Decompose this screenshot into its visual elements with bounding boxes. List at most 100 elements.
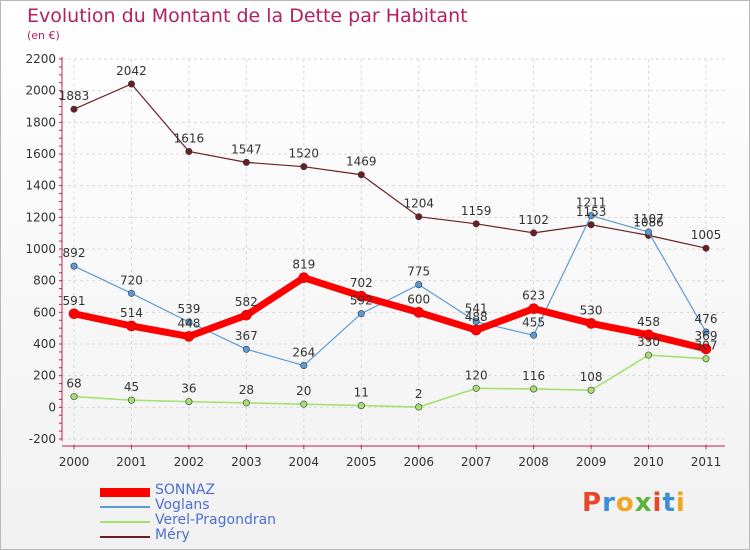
data-label: 476 <box>695 312 718 326</box>
y-tick-label: 600 <box>33 305 56 319</box>
data-label: 307 <box>695 339 718 353</box>
data-label: 116 <box>522 369 545 383</box>
data-label: 1005 <box>691 228 722 242</box>
y-tick-label: -200 <box>29 432 56 446</box>
data-label: 20 <box>296 384 311 398</box>
data-label: 11 <box>354 386 369 400</box>
data-label: 1211 <box>576 196 607 210</box>
x-tick-label: 2005 <box>346 455 377 469</box>
data-label: 455 <box>522 315 545 329</box>
data-point <box>530 229 538 237</box>
legend-label: SONNAZ <box>155 482 216 498</box>
data-label: 819 <box>292 258 315 272</box>
data-label: 1086 <box>633 215 664 229</box>
data-label: 367 <box>235 329 258 343</box>
data-label: 1547 <box>231 142 262 156</box>
data-label: 582 <box>235 295 258 309</box>
data-point <box>587 212 595 220</box>
data-point <box>242 158 250 166</box>
y-tick-label: 200 <box>33 369 56 383</box>
data-label: 488 <box>465 310 488 324</box>
data-label: 720 <box>120 273 143 287</box>
data-label: 539 <box>177 302 200 316</box>
x-tick-label: 2001 <box>116 455 147 469</box>
data-label: 2 <box>415 387 423 401</box>
data-point <box>587 386 595 394</box>
data-label: 369 <box>695 329 718 343</box>
data-point <box>700 343 712 355</box>
data-point <box>357 310 365 318</box>
x-tick-label: 2000 <box>59 455 90 469</box>
data-point <box>126 320 137 332</box>
data-point <box>70 262 78 270</box>
data-label: 330 <box>637 335 660 349</box>
data-point <box>585 318 597 329</box>
data-point <box>242 399 250 407</box>
logo-letter: t <box>662 488 676 518</box>
y-tick-label: 2000 <box>25 84 56 98</box>
series-line-sonnaz <box>70 274 710 353</box>
series-line-méry <box>73 83 707 249</box>
data-label: 530 <box>580 303 603 317</box>
data-point <box>68 308 80 320</box>
data-label: 1107 <box>633 212 664 226</box>
data-point <box>702 328 710 336</box>
data-point <box>645 228 653 236</box>
x-tick-label: 2004 <box>289 455 320 469</box>
legend-swatch <box>100 536 150 538</box>
series-line-voglans <box>73 214 707 367</box>
y-tick-label: 1600 <box>25 147 56 161</box>
logo-letter: x <box>634 488 653 518</box>
data-point <box>643 329 654 341</box>
logo-letter: i <box>652 488 663 518</box>
data-label: 68 <box>66 377 81 391</box>
data-point <box>127 80 135 88</box>
data-point <box>415 403 423 411</box>
series-line-verel-pragondran <box>73 354 707 408</box>
data-point <box>185 318 193 326</box>
data-point <box>702 355 710 363</box>
chart-unit-label: (en €) <box>27 29 60 42</box>
x-tick-label: 2002 <box>174 455 205 469</box>
data-label: 1204 <box>403 197 434 211</box>
y-tick-label: 2200 <box>25 52 56 66</box>
data-label: 702 <box>350 276 373 290</box>
legend-swatch <box>100 506 150 508</box>
data-label: 108 <box>580 370 603 384</box>
data-label: 1883 <box>59 89 90 103</box>
data-label: 1102 <box>518 213 549 227</box>
data-label: 264 <box>292 346 315 360</box>
data-point <box>298 272 310 283</box>
data-label: 541 <box>465 302 488 316</box>
data-point <box>413 307 425 318</box>
data-point <box>530 331 538 339</box>
data-point <box>357 171 365 179</box>
legend-swatch <box>100 487 150 497</box>
data-point <box>415 213 423 221</box>
x-tick-label: 2008 <box>518 455 549 469</box>
x-tick-label: 2009 <box>576 455 607 469</box>
data-point <box>242 345 250 353</box>
data-point <box>355 290 367 302</box>
data-point <box>127 396 135 404</box>
x-tick-label: 2006 <box>403 455 434 469</box>
data-label: 1520 <box>289 147 320 161</box>
data-point <box>530 385 538 393</box>
data-label: 120 <box>465 368 488 382</box>
data-point <box>357 402 365 410</box>
data-label: 45 <box>124 380 139 394</box>
legend-swatch <box>100 521 150 523</box>
data-point <box>127 289 135 297</box>
logo-letter: o <box>615 488 635 518</box>
x-tick-label: 2011 <box>691 455 722 469</box>
data-point <box>587 221 595 229</box>
y-tick-label: 1400 <box>25 179 56 193</box>
logo-letter: r <box>602 488 616 518</box>
data-label: 775 <box>407 265 430 279</box>
legend-label: Verel-Pragondran <box>155 512 277 528</box>
data-point <box>70 393 78 401</box>
y-tick-label: 1200 <box>25 210 56 224</box>
data-label: 1616 <box>174 131 205 145</box>
